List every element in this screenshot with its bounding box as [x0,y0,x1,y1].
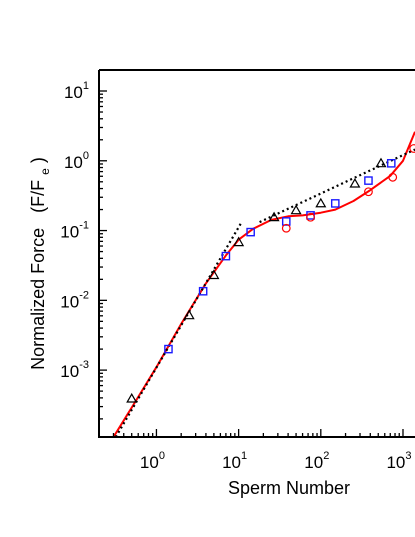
triangle-point [183,309,195,320]
triangle-point [208,269,220,280]
tick-marks [98,69,404,437]
circle-point [388,172,398,182]
square-point [330,199,340,208]
square-point [246,227,255,237]
tick-labels: 100 101 102 103 10-3 10-2 10-1 100 101 [60,80,411,472]
y-axis-label: Normalized Force (F/F e ) [28,157,53,370]
x-axis-label: Sperm Number [228,478,350,498]
y-tick-label: 100 [64,150,89,172]
triangle-point [375,157,387,168]
x-tick-label: 103 [386,450,411,472]
square-point [221,251,231,261]
square-point [164,344,173,354]
y-tick-label: 101 [64,80,89,102]
triangle-point [315,197,327,208]
series-markers [126,144,415,403]
asymptote-dotted-line [259,148,415,224]
circle-point [409,144,415,153]
y-tick-label: 10-1 [60,220,89,242]
triangle-point [290,204,302,215]
plot-data [112,131,415,437]
triangle-point [233,236,245,247]
square-point [281,217,291,226]
y-tick-label: 10-2 [60,289,89,311]
triangle-point [268,211,280,222]
circle-point [364,187,373,197]
y-tick-label: 10-3 [60,359,89,381]
triangle-point [349,177,361,188]
x-tick-label: 100 [140,450,165,472]
y-axis-label-close: ) [28,157,48,163]
y-axis-label-unit: (F/F [28,180,48,213]
circle-point [306,212,315,222]
y-axis-label-main: Normalized Force [28,228,48,370]
series-lines [112,131,415,437]
square-point [198,286,208,296]
circle-point [281,223,291,233]
y-axis-label-sub: e [38,168,52,175]
x-tick-label: 102 [304,450,329,472]
square-point [364,176,373,185]
x-tick-label: 101 [222,450,247,472]
fit-curve-line [112,131,415,437]
triangle-point [126,392,138,403]
asymptote-dotted-line [114,220,243,437]
square-point [386,159,396,168]
